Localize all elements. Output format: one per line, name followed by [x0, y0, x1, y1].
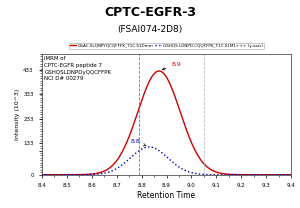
Text: 8.9: 8.9	[162, 62, 182, 70]
Text: iMRM of
CPTC-EGFR peptide 7
GSHQSLDNPDyQQCFFPK
NCI D# 00279: iMRM of CPTC-EGFR peptide 7 GSHQSLDNPDyQ…	[44, 57, 112, 81]
X-axis label: Retention Time: Retention Time	[137, 191, 196, 200]
Text: 8.8: 8.8	[130, 139, 146, 146]
Y-axis label: Intensity (10^3): Intensity (10^3)	[15, 89, 20, 140]
Text: (FSAI074-2D8): (FSAI074-2D8)	[117, 25, 183, 34]
Legend: GSAC.SLQNPYQCQFFPK_T1C.S1Dmm, GSHQS.LDNPD.CQQFFPK_T1C.S1M1+++ (y-axis): GSAC.SLQNPYQCQFFPK_T1C.S1Dmm, GSHQS.LDNP…	[69, 42, 264, 49]
Text: CPTC-EGFR-3: CPTC-EGFR-3	[104, 6, 196, 19]
